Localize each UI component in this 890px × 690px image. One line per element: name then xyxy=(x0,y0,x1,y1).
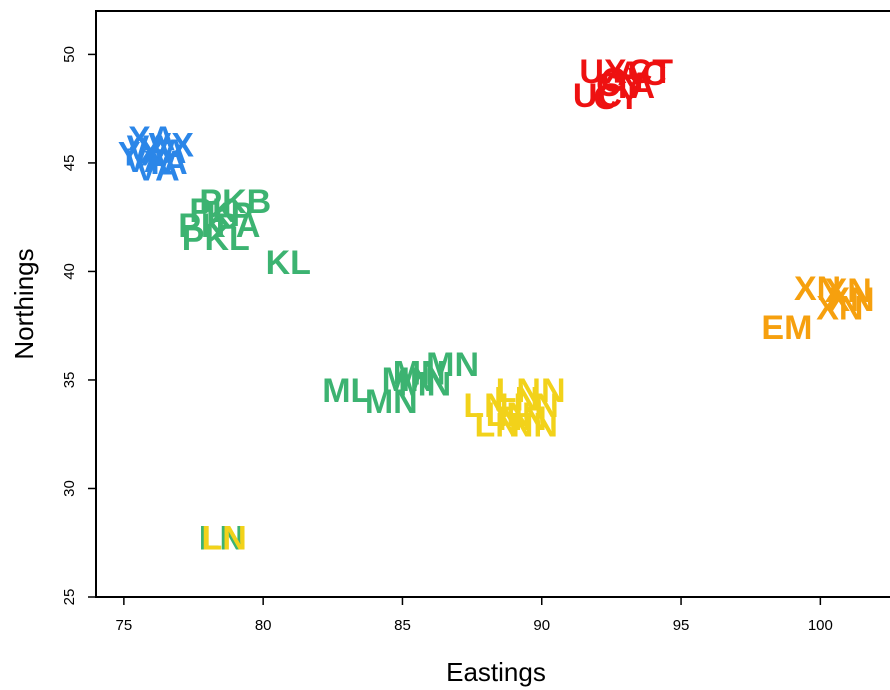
point-label: LN xyxy=(475,407,520,445)
x-axis-title: Eastings xyxy=(446,657,546,687)
y-tick-label: 45 xyxy=(61,155,78,172)
point-label: XA xyxy=(128,120,175,158)
point-label: KL xyxy=(266,244,311,282)
point-label: XA xyxy=(139,133,186,171)
point-label: PKL xyxy=(182,220,250,258)
y-axis-title: Northings xyxy=(9,248,39,359)
x-tick-label: 85 xyxy=(394,617,411,634)
point-label: CT xyxy=(628,53,674,91)
point-label: LN xyxy=(514,387,559,425)
point-label: LN xyxy=(201,520,246,558)
x-tick-label: 80 xyxy=(255,617,272,634)
point-label: UX xyxy=(579,53,627,91)
point-label: PK xyxy=(189,192,237,230)
y-tick-label: 40 xyxy=(61,263,78,280)
point-label: MN xyxy=(393,355,446,393)
plot-frame xyxy=(95,10,890,598)
point-label: PK xyxy=(178,207,226,245)
point-label: NN xyxy=(509,407,558,445)
point-label: UC xyxy=(573,77,622,115)
point-label: EM xyxy=(761,309,812,347)
y-tick-label: 35 xyxy=(61,372,78,389)
x-tick-label: 95 xyxy=(673,617,690,634)
point-label: PKB xyxy=(199,183,271,221)
x-tick-label: 75 xyxy=(116,617,133,634)
point-label: KP xyxy=(206,196,253,234)
y-tick-label: 50 xyxy=(61,46,78,63)
point-label: TA xyxy=(612,68,655,106)
point-label: VA xyxy=(135,151,180,189)
point-label: VA xyxy=(127,129,172,167)
point-label: VX xyxy=(149,127,195,165)
point-label: MN xyxy=(426,346,479,384)
point-label: XN xyxy=(827,281,874,319)
point-label: NN xyxy=(498,400,547,438)
axes-layer: 75 80 85 90 95 100 25 30 35 40 45 50 xyxy=(61,10,890,634)
point-label: XN xyxy=(816,289,863,327)
point-label: VA xyxy=(124,142,169,180)
point-label: GY xyxy=(601,62,650,100)
x-tick-label: 90 xyxy=(533,617,550,634)
point-label: YA xyxy=(144,144,188,182)
point-label: YX xyxy=(118,135,164,173)
point-label: LN xyxy=(199,520,244,558)
point-label: LN xyxy=(463,387,508,425)
point-label: PA xyxy=(216,207,261,245)
x-tick-label: 100 xyxy=(808,617,833,634)
point-label: MN xyxy=(398,365,451,403)
point-label: MN xyxy=(382,361,435,399)
point-label: ML xyxy=(322,372,371,410)
point-label: LN xyxy=(494,381,539,419)
point-label: AC xyxy=(617,55,666,93)
point-label: XN xyxy=(794,270,841,308)
point-label: MN xyxy=(365,383,418,421)
y-tick-label: 30 xyxy=(61,480,78,497)
y-tick-label: 25 xyxy=(61,589,78,606)
point-label: LN xyxy=(486,396,531,434)
point-label: XN xyxy=(825,272,872,310)
point-label: CY xyxy=(596,66,644,104)
point-label: LNN xyxy=(496,372,566,410)
point-label: CY xyxy=(593,79,641,117)
